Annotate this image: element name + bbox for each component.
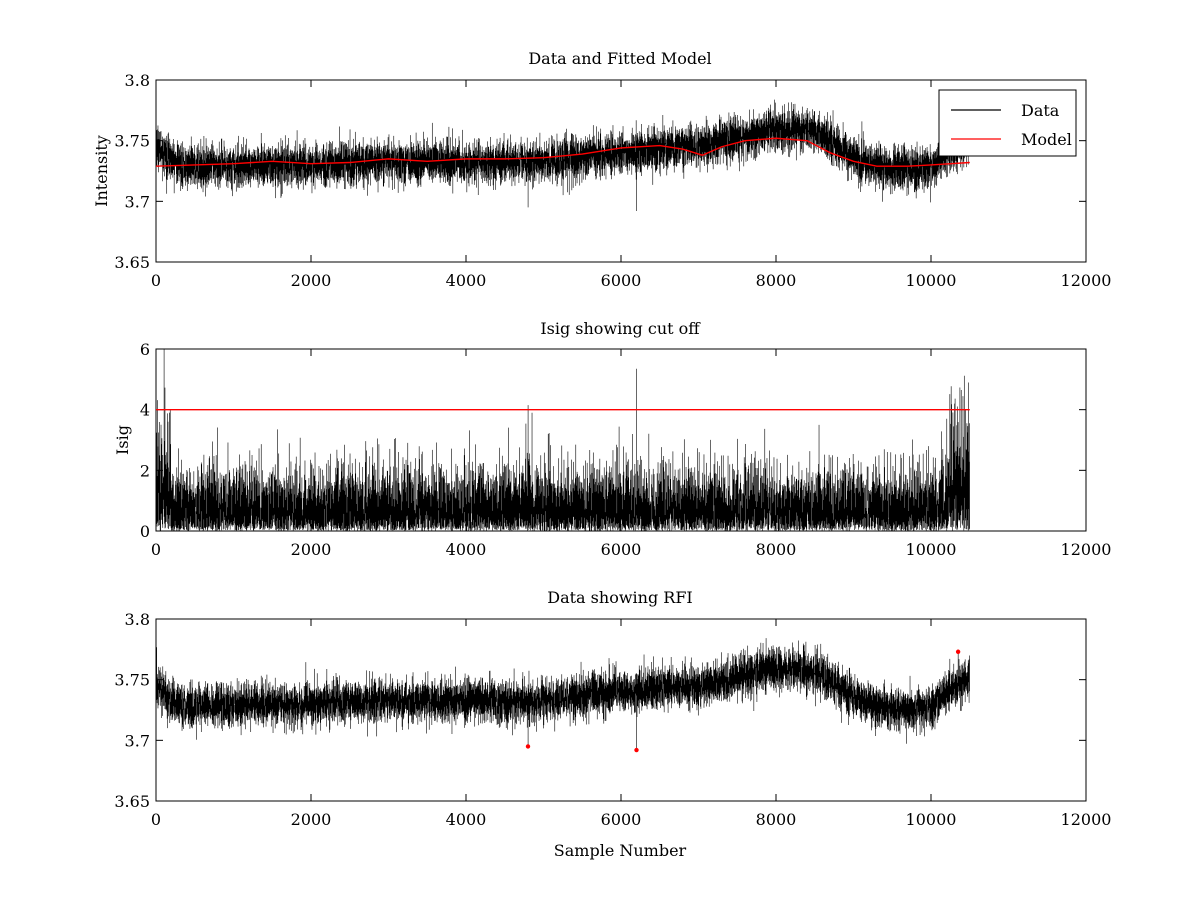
y-tick-label: 3.75	[114, 132, 150, 151]
x-tick-label: 4000	[446, 271, 487, 290]
y-axis-label: Isig	[113, 425, 132, 455]
panel-title: Data showing RFI	[547, 588, 692, 607]
y-tick-label: 3.8	[125, 610, 150, 629]
x-axis-label: Sample Number	[554, 841, 687, 860]
y-tick-label: 3.7	[125, 731, 150, 750]
x-tick-label: 12000	[1061, 271, 1112, 290]
x-tick-label: 8000	[756, 271, 797, 290]
panel-title: Data and Fitted Model	[528, 49, 711, 68]
rfi-marker	[634, 747, 639, 753]
x-tick-label: 10000	[906, 540, 957, 559]
panel-data-rfi: Data showing RFI Sample Number 0 2000 4000…	[114, 588, 1111, 860]
y-tick-label: 2	[140, 461, 150, 480]
x-tick-label: 10000	[906, 271, 957, 290]
y-tick-label: 0	[140, 522, 150, 541]
series-data	[155, 638, 970, 751]
x-tick-label: 0	[151, 271, 161, 290]
rfi-marker	[525, 744, 531, 749]
y-axis-label: Intensity	[92, 135, 111, 207]
x-tick-label: 0	[151, 810, 161, 829]
rfi-marker	[955, 649, 961, 654]
y-tick-label: 3.8	[125, 71, 150, 90]
x-tick-label: 10000	[906, 810, 957, 829]
series-model	[155, 137, 970, 167]
x-tick-label: 2000	[291, 810, 332, 829]
x-tick-label: 4000	[446, 540, 487, 559]
x-tick-label: 8000	[756, 810, 797, 829]
y-tick-label: 3.75	[114, 671, 150, 690]
legend-box	[938, 89, 1077, 157]
x-tick-label: 2000	[291, 540, 332, 559]
y-tick-label: 4	[140, 401, 150, 420]
panel-data-fitted-model: Data and Fitted Model Intensity 0 2000 400…	[92, 49, 1111, 290]
legend-label: Data	[1021, 101, 1060, 120]
x-tick-label: 6000	[601, 271, 642, 290]
x-tick-label: 6000	[601, 810, 642, 829]
x-tick-label: 8000	[756, 540, 797, 559]
x-tick-label: 12000	[1061, 810, 1112, 829]
series-isig	[155, 349, 970, 531]
x-tick-label: 0	[151, 540, 161, 559]
x-tick-label: 2000	[291, 271, 332, 290]
panel-title: Isig showing cut off	[540, 319, 701, 338]
y-tick-label: 3.65	[114, 253, 150, 272]
x-tick-label: 6000	[601, 540, 642, 559]
panel-isig-cut-off: Isig showing cut off Isig 0 2000 4000 6000 8…	[113, 319, 1111, 559]
legend-label: Model	[1021, 130, 1072, 149]
x-tick-label: 4000	[446, 810, 487, 829]
y-tick-label: 3.7	[125, 192, 150, 211]
y-tick-label: 3.65	[114, 792, 150, 811]
y-tick-label: 6	[140, 340, 150, 359]
x-tick-label: 12000	[1061, 540, 1112, 559]
